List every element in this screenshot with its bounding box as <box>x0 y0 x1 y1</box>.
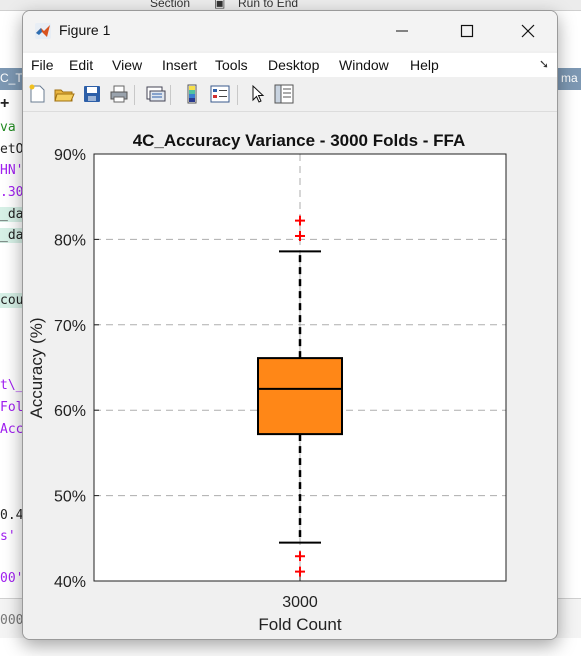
y-tick-label: 80% <box>54 232 86 249</box>
pointer-icon[interactable] <box>247 83 269 105</box>
interquartile-box <box>257 357 343 436</box>
editor-tab-left-label: C_T <box>0 71 23 85</box>
menu-help[interactable]: Help <box>410 57 439 73</box>
code-fragment: etO <box>0 142 24 157</box>
outlier-marker <box>295 215 305 226</box>
run-icon[interactable]: ▣ <box>214 0 226 10</box>
toolbar-separator <box>237 85 238 105</box>
y-ticks: 40% 50% 60% 70% 80% 90% <box>54 147 301 591</box>
chart-title: 4C_Accuracy Variance - 3000 Folds - FFA <box>133 131 466 150</box>
axes-frame <box>93 153 507 582</box>
code-fragment: Fol <box>0 400 24 415</box>
property-inspector-icon[interactable] <box>273 83 295 105</box>
menu-edit[interactable]: Edit <box>69 57 94 73</box>
code-fragment: va <box>0 120 16 135</box>
plot-area: 4C_Accuracy Variance - 3000 Folds - FFA … <box>23 112 557 639</box>
menu-insert[interactable]: Insert <box>162 57 198 73</box>
add-icon[interactable]: + <box>0 95 10 112</box>
code-fragment: 00' <box>0 571 24 586</box>
close-button[interactable] <box>505 11 551 51</box>
box-element <box>257 215 343 577</box>
minimize-button[interactable] <box>379 11 425 51</box>
menu-file[interactable]: File <box>31 57 54 73</box>
y-tick-label: 60% <box>54 403 86 420</box>
outlier-marker <box>295 566 305 577</box>
title-bar[interactable]: Figure 1 <box>23 11 557 51</box>
figure-window[interactable]: Figure 1 File Edit View Insert Tools Des… <box>22 10 558 640</box>
x-axis-label: Fold Count <box>258 615 341 634</box>
outlier-marker <box>295 230 305 241</box>
y-tick-label: 90% <box>54 147 86 164</box>
menu-tools[interactable]: Tools <box>215 57 248 73</box>
y-tick-label: 70% <box>54 318 86 335</box>
legend-icon[interactable] <box>209 83 231 105</box>
save-icon[interactable] <box>81 83 103 105</box>
code-fragment: HN' <box>0 163 24 178</box>
editor-tab-left[interactable]: C_T <box>0 68 24 90</box>
editor-tab-right[interactable]: ma <box>557 68 581 90</box>
maximize-button[interactable] <box>444 11 490 51</box>
outlier-marker <box>295 551 305 562</box>
run-to-end-label[interactable]: Run to End <box>238 0 299 10</box>
code-fragment: _da <box>0 228 24 243</box>
code-fragment: cou <box>0 293 24 308</box>
code-fragment: t\_ <box>0 378 24 393</box>
dock-arrow-icon[interactable]: ➘ <box>539 57 550 71</box>
menu-bar: File Edit View Insert Tools Desktop Wind… <box>23 53 557 77</box>
code-fragment: 000 <box>0 613 24 628</box>
colorbar-icon[interactable] <box>181 83 203 105</box>
menu-window[interactable]: Window <box>339 57 389 73</box>
maximize-icon <box>460 24 474 38</box>
code-fragment: Acc <box>0 422 24 437</box>
toolbar-separator <box>134 85 135 105</box>
menu-desktop[interactable]: Desktop <box>268 57 320 73</box>
code-fragment: .30 <box>0 185 24 200</box>
y-tick-label: 40% <box>54 574 86 591</box>
box-plot[interactable]: 4C_Accuracy Variance - 3000 Folds - FFA … <box>23 112 557 639</box>
section-label[interactable]: Section <box>150 0 191 10</box>
menu-view[interactable]: View <box>112 57 143 73</box>
y-tick-label: 50% <box>54 489 86 506</box>
new-figure-icon[interactable] <box>26 83 48 105</box>
window-title: Figure 1 <box>59 22 111 38</box>
editor-tab-right-label: ma <box>561 71 578 85</box>
x-tick-label-3000: 3000 <box>282 594 318 611</box>
code-fragment: 0.4 <box>0 508 24 523</box>
toolbar-separator <box>170 85 171 105</box>
open-file-icon[interactable] <box>53 83 75 105</box>
link-plot-icon[interactable] <box>144 83 166 105</box>
matlab-logo-icon <box>35 23 51 39</box>
figure-toolbar <box>23 79 557 112</box>
status-strip <box>0 638 581 656</box>
close-icon <box>521 24 535 38</box>
y-axis-label: Accuracy (%) <box>27 317 46 418</box>
minimize-icon <box>396 30 408 32</box>
code-fragment: _da <box>0 207 24 222</box>
code-fragment: s' <box>0 529 16 544</box>
print-icon[interactable] <box>108 83 130 105</box>
